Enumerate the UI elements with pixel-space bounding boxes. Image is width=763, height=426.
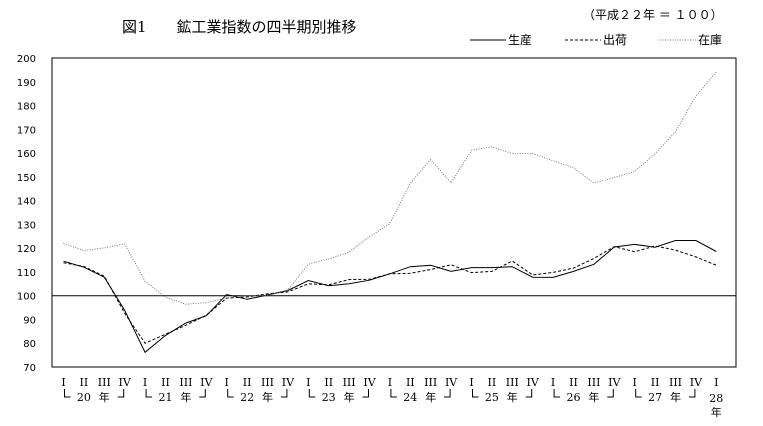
- year-bracket-start: [308, 389, 316, 398]
- x-tick-label: I: [551, 376, 555, 389]
- x-tick-label: III: [669, 376, 682, 389]
- legend-label: 生産: [508, 32, 532, 47]
- year-label: 24: [403, 391, 417, 404]
- x-tick-label: II: [406, 376, 415, 389]
- year-bracket-end: [525, 389, 533, 398]
- year-bracket-end: [280, 389, 288, 398]
- year-bracket-end: [117, 389, 125, 398]
- year-label: 22: [240, 391, 254, 404]
- y-tick-label: 100: [17, 292, 36, 303]
- series-line: [63, 240, 717, 354]
- year-label: 年: [711, 405, 722, 419]
- year-bracket-start: [227, 389, 234, 398]
- year-bracket-start: [635, 389, 642, 398]
- x-tick-label: IV: [119, 376, 132, 389]
- chart-subtitle: （平成２２年 ＝ １００）: [583, 8, 723, 22]
- legend-label: 出荷: [603, 33, 627, 47]
- year-label: 年: [180, 390, 191, 404]
- year-bracket-end: [688, 389, 696, 398]
- year-label: 27: [648, 391, 662, 404]
- year-bracket-end: [199, 389, 206, 398]
- y-tick-label: 170: [17, 125, 36, 136]
- year-bracket-start: [472, 389, 479, 398]
- year-label: 年: [507, 390, 518, 404]
- y-tick-label: 160: [17, 149, 36, 160]
- year-bracket-end: [362, 389, 369, 398]
- y-tick-label: 110: [17, 268, 36, 279]
- year-bracket-start: [64, 389, 71, 398]
- year-label: 28: [709, 392, 723, 405]
- x-tick-label: II: [651, 376, 660, 389]
- year-bracket-end: [444, 389, 451, 398]
- y-tick-label: 90: [23, 315, 36, 326]
- x-tick-label: IV: [608, 376, 621, 389]
- x-tick-label: I: [143, 376, 147, 389]
- x-tick-label: IV: [363, 376, 376, 389]
- x-tick-label: IV: [282, 376, 295, 389]
- x-tick-label: II: [488, 376, 497, 389]
- x-tick-label: II: [161, 376, 170, 389]
- y-tick-label: 120: [17, 244, 36, 255]
- series-line: [63, 245, 717, 344]
- x-tick-label: I: [306, 376, 310, 389]
- year-label: 23: [322, 391, 336, 404]
- y-axis: 70 80 90 100 110 120 130 140 150 160 170 180 190 200: [17, 54, 36, 374]
- x-tick-label: III: [179, 376, 192, 389]
- y-tick-label: 200: [17, 54, 36, 65]
- year-label: 26: [567, 391, 581, 404]
- y-tick-label: 150: [17, 173, 36, 184]
- x-axis: I II III IV I II III IV I II III IV I II III IV I II III IV…: [61, 376, 723, 419]
- x-tick-label: III: [343, 376, 356, 389]
- year-label: 21: [159, 391, 173, 404]
- plot-area-frame: [51, 57, 737, 368]
- year-label: 年: [262, 390, 273, 404]
- x-tick-label: III: [424, 376, 437, 389]
- x-tick-label: I: [388, 376, 392, 389]
- chart-title: 図1 鉱工業指数の四半期別推移: [122, 18, 357, 36]
- x-tick-label: II: [324, 376, 333, 389]
- year-label: 年: [588, 390, 599, 404]
- x-tick-label: IV: [690, 376, 703, 389]
- y-tick-label: 180: [17, 102, 36, 113]
- x-tick-label: I: [469, 376, 473, 389]
- x-tick-label: II: [80, 376, 89, 389]
- x-tick-label: I: [714, 376, 718, 389]
- year-bracket-start: [390, 389, 397, 398]
- x-tick-label: IV: [200, 376, 213, 389]
- y-tick-label: 190: [17, 78, 36, 89]
- year-label: 20: [77, 391, 91, 404]
- x-tick-label: II: [243, 376, 252, 389]
- y-tick-label: 130: [17, 220, 36, 231]
- series-layer: [63, 71, 717, 354]
- x-tick-label: IV: [445, 376, 458, 389]
- legend: 生産 出荷 在庫: [470, 32, 722, 47]
- series-line: [63, 71, 717, 305]
- year-label: 年: [425, 390, 436, 404]
- year-bracket-start: [553, 389, 561, 398]
- year-bracket-start: [145, 389, 153, 398]
- year-label: 年: [99, 390, 110, 404]
- y-tick-label: 80: [23, 339, 36, 350]
- x-tick-label: III: [587, 376, 600, 389]
- x-tick-label: IV: [527, 376, 540, 389]
- year-bracket-end: [607, 389, 614, 398]
- x-tick-label: I: [61, 376, 65, 389]
- x-tick-label: III: [261, 376, 274, 389]
- y-tick-label: 70: [23, 363, 36, 374]
- x-tick-label: II: [569, 376, 578, 389]
- year-label: 年: [344, 390, 355, 404]
- x-tick-label: III: [98, 376, 111, 389]
- y-tick-label: 140: [17, 197, 36, 208]
- year-label: 年: [670, 390, 681, 404]
- year-label: 25: [485, 391, 499, 404]
- x-tick-label: I: [225, 376, 229, 389]
- x-tick-label: III: [506, 376, 519, 389]
- legend-label: 在庫: [698, 33, 722, 47]
- x-tick-label: I: [633, 376, 637, 389]
